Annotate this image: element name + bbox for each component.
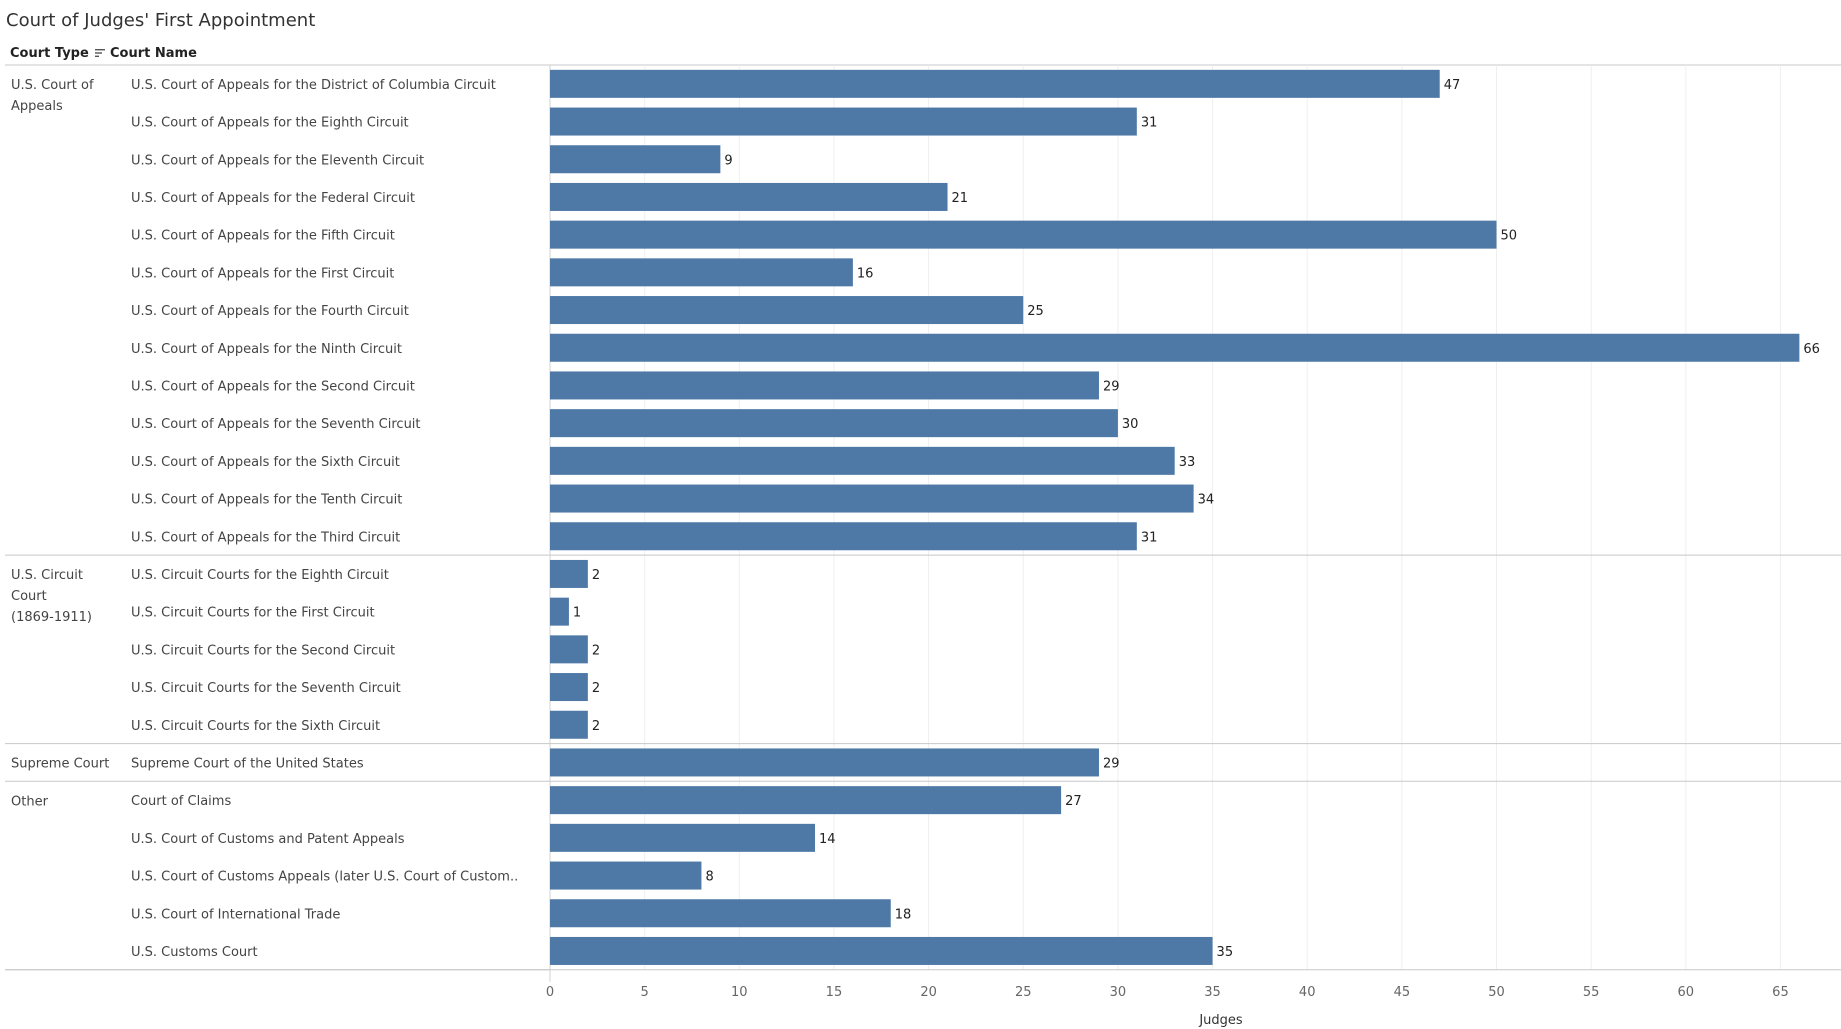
bar[interactable]	[550, 296, 1024, 325]
bar[interactable]	[550, 559, 588, 588]
court-name-label: U.S. Court of Customs Appeals (later U.S…	[131, 870, 518, 885]
bar-value-label: 29	[1103, 379, 1120, 394]
court-name-label: U.S. Court of Appeals for the Sixth Circ…	[131, 455, 400, 470]
court-name-label: U.S. Court of Appeals for the Fourth Cir…	[131, 304, 409, 319]
court-name-label: U.S. Court of Appeals for the Fifth Circ…	[131, 229, 395, 244]
chart-title: Court of Judges' First Appointment	[6, 10, 316, 31]
x-tick-label: 45	[1394, 985, 1411, 1000]
bar[interactable]	[550, 182, 948, 211]
bar-value-label: 2	[592, 719, 600, 734]
x-tick-label: 5	[641, 985, 649, 1000]
court-name-label: U.S. Court of Appeals for the Tenth Circ…	[131, 493, 402, 508]
bar-value-label: 2	[592, 568, 600, 583]
court-name-label: Supreme Court of the United States	[131, 756, 364, 771]
bar[interactable]	[550, 409, 1118, 438]
x-tick-label: 65	[1772, 985, 1789, 1000]
bar-value-label: 14	[819, 832, 836, 847]
bar-value-label: 27	[1065, 794, 1082, 809]
bar-value-label: 2	[592, 643, 600, 658]
court-name-label: U.S. Circuit Courts for the First Circui…	[131, 606, 375, 621]
court-name-label: U.S. Court of Appeals for the District o…	[131, 78, 496, 93]
x-tick-label: 40	[1299, 985, 1316, 1000]
court-name-label: U.S. Court of Appeals for the Ninth Circ…	[131, 342, 402, 357]
bar-value-label: 25	[1027, 304, 1044, 319]
bar[interactable]	[550, 371, 1099, 400]
court-type-header[interactable]: Court Type	[10, 46, 89, 61]
court-name-label: U.S. Court of Appeals for the Third Circ…	[131, 530, 400, 545]
court-name-label: U.S. Court of Appeals for the Federal Ci…	[131, 191, 415, 206]
bar[interactable]	[550, 673, 588, 702]
bar-value-label: 9	[724, 153, 732, 168]
court-type-label: U.S. Circuit	[11, 568, 83, 583]
court-type-label: (1869-1911)	[11, 610, 92, 625]
bar[interactable]	[550, 107, 1137, 136]
court-name-header[interactable]: Court Name	[110, 46, 197, 61]
bar-value-label: 31	[1141, 530, 1158, 545]
bar-value-label: 29	[1103, 756, 1120, 771]
bar-value-label: 18	[895, 907, 912, 922]
court-type-label: Other	[11, 794, 49, 809]
x-tick-label: 20	[920, 985, 937, 1000]
x-tick-label: 55	[1583, 985, 1600, 1000]
bar[interactable]	[550, 710, 588, 739]
x-tick-label: 0	[546, 985, 554, 1000]
bar-value-label: 16	[857, 266, 874, 281]
x-tick-label: 50	[1488, 985, 1505, 1000]
bar[interactable]	[550, 786, 1062, 815]
bar-value-label: 30	[1122, 417, 1139, 432]
bar[interactable]	[550, 936, 1213, 965]
bar[interactable]	[550, 484, 1194, 513]
court-name-label: U.S. Customs Court	[131, 945, 258, 960]
x-tick-label: 60	[1678, 985, 1695, 1000]
court-name-label: U.S. Court of Appeals for the Eleventh C…	[131, 153, 424, 168]
bar[interactable]	[550, 899, 891, 928]
court-name-label: U.S. Circuit Courts for the Second Circu…	[131, 643, 395, 658]
bar-value-label: 2	[592, 681, 600, 696]
x-tick-label: 15	[826, 985, 843, 1000]
court-name-label: Court of Claims	[131, 794, 231, 809]
court-name-label: U.S. Court of Appeals for the Second Cir…	[131, 379, 415, 394]
bar[interactable]	[550, 69, 1440, 98]
bar[interactable]	[550, 522, 1137, 551]
x-tick-label: 30	[1110, 985, 1127, 1000]
bar[interactable]	[550, 861, 702, 890]
bar-value-label: 35	[1217, 945, 1234, 960]
bar-value-label: 1	[573, 606, 581, 621]
court-name-label: U.S. Court of Appeals for the First Circ…	[131, 266, 394, 281]
bar[interactable]	[550, 597, 569, 626]
bar-value-label: 31	[1141, 116, 1158, 131]
x-tick-label: 10	[731, 985, 748, 1000]
court-name-label: U.S. Circuit Courts for the Seventh Circ…	[131, 681, 401, 696]
bar-value-label: 8	[705, 870, 713, 885]
bar[interactable]	[550, 220, 1497, 249]
bar-value-label: 47	[1444, 78, 1461, 93]
bar-value-label: 34	[1198, 493, 1215, 508]
court-name-label: U.S. Circuit Courts for the Eighth Circu…	[131, 568, 389, 583]
bar[interactable]	[550, 446, 1175, 475]
court-name-label: U.S. Court of Customs and Patent Appeals	[131, 832, 405, 847]
court-type-label: Court	[11, 589, 47, 604]
bar-value-label: 50	[1501, 229, 1518, 244]
sort-icon[interactable]	[94, 47, 106, 59]
x-tick-label: 35	[1204, 985, 1221, 1000]
x-tick-label: 25	[1015, 985, 1032, 1000]
court-name-label: U.S. Court of Appeals for the Seventh Ci…	[131, 417, 421, 432]
bar[interactable]	[550, 333, 1800, 362]
bar-value-label: 21	[952, 191, 969, 206]
court-name-label: U.S. Court of Appeals for the Eighth Cir…	[131, 116, 409, 131]
court-type-label: U.S. Court of	[11, 78, 94, 93]
court-type-label: Supreme Court	[11, 757, 109, 772]
court-name-label: U.S. Court of International Trade	[131, 907, 340, 922]
court-type-label: Appeals	[11, 99, 63, 114]
bar-value-label: 66	[1803, 342, 1820, 357]
court-name-label: U.S. Circuit Courts for the Sixth Circui…	[131, 719, 380, 734]
bar[interactable]	[550, 823, 816, 852]
x-axis-title: Judges	[1198, 1013, 1243, 1028]
bar[interactable]	[550, 145, 721, 174]
bar[interactable]	[550, 635, 588, 664]
bar-value-label: 33	[1179, 455, 1196, 470]
bar[interactable]	[550, 258, 853, 287]
bar[interactable]	[550, 748, 1099, 777]
